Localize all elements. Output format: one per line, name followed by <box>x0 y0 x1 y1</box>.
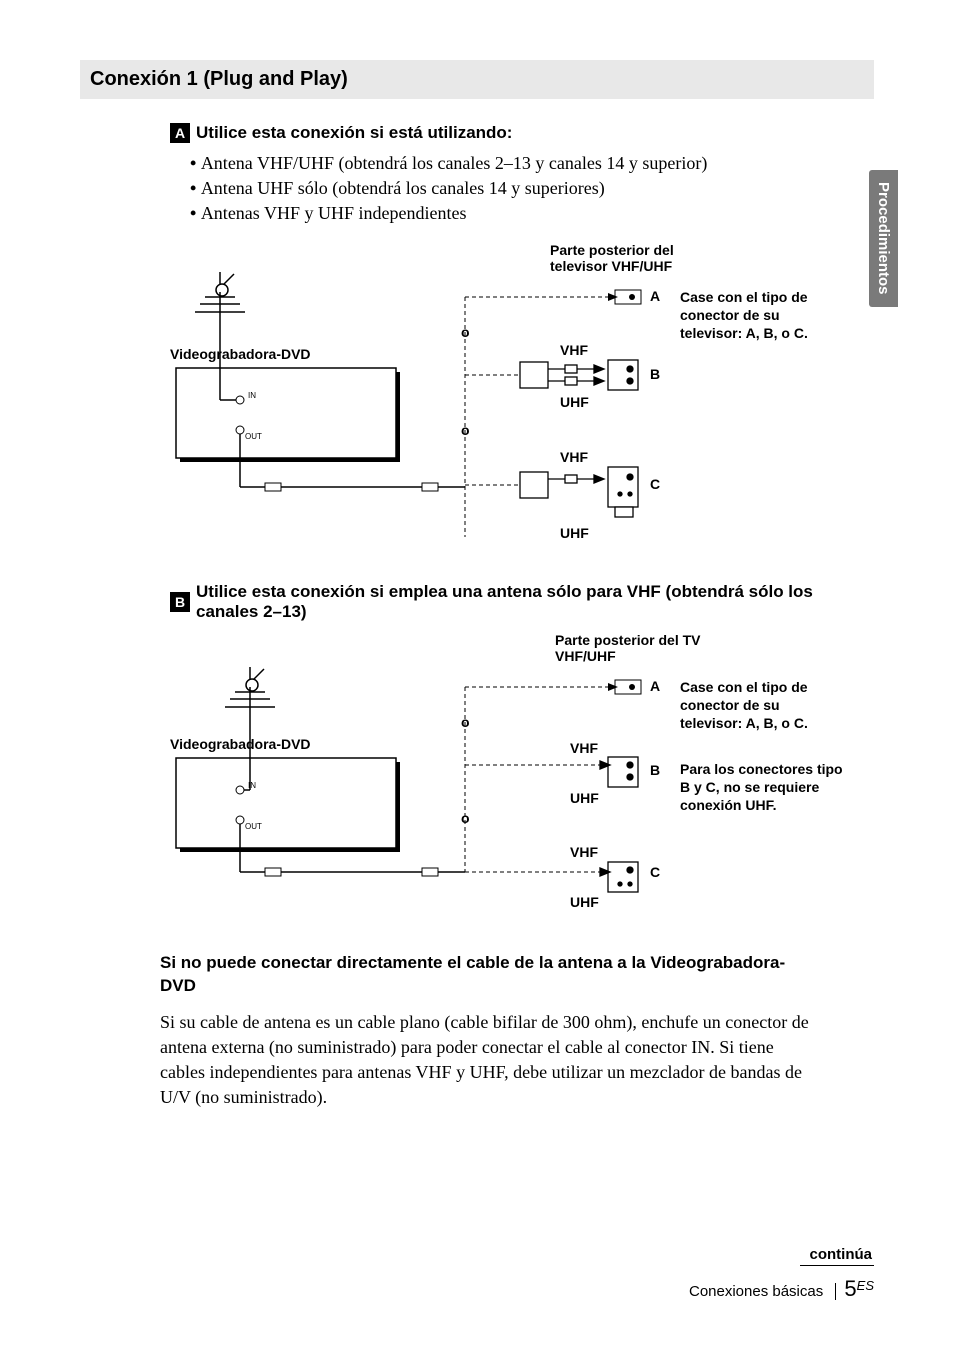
subnote-body: Si su cable de antena es un cable plano … <box>160 1010 814 1111</box>
continue-label: continúa <box>800 1246 875 1266</box>
opt-c-label: C <box>650 864 660 880</box>
or-label: o <box>461 714 470 730</box>
badge-b: B <box>170 592 190 612</box>
diagram-b-note1: Case con el tipo de conector de su telev… <box>680 678 845 733</box>
subsection-a-bullets: Antena VHF/UHF (obtendrá los canales 2–1… <box>190 153 814 224</box>
or-label: o <box>461 810 470 826</box>
section-title: Conexión 1 (Plug and Play) <box>90 68 864 91</box>
diagram-a-title: Parte posterior del televisor VHF/UHF <box>550 242 720 274</box>
subsection-b-title: Utilice esta conexión si emplea una ante… <box>196 582 814 622</box>
or-label: o <box>461 422 470 438</box>
opt-c-label: C <box>650 476 660 492</box>
subsection-b-heading: B Utilice esta conexión si emplea una an… <box>170 582 814 622</box>
or-label: o <box>461 324 470 340</box>
vhf-label: VHF <box>570 844 598 860</box>
bullet-item: Antenas VHF y UHF independientes <box>190 203 814 224</box>
uhf-label: UHF <box>570 790 599 806</box>
diagram-a-note: Case con el tipo de conector de su telev… <box>680 288 845 343</box>
section-header: Conexión 1 (Plug and Play) <box>80 60 874 99</box>
footer-line: Conexiones básicas 5ES <box>80 1276 874 1302</box>
diagram-b-device: Videograbadora-DVD <box>170 736 311 752</box>
opt-a-label: A <box>650 678 660 694</box>
diagram-b-note2: Para los conectores tipo B y C, no se re… <box>680 760 845 815</box>
content-area: A Utilice esta conexión si está utilizan… <box>170 123 814 1111</box>
diagram-a-device: Videograbadora-DVD <box>170 346 311 362</box>
out-label: OUT <box>245 822 262 831</box>
bullet-item: Antena VHF/UHF (obtendrá los canales 2–1… <box>190 153 814 174</box>
page-footer: continúa Conexiones básicas 5ES <box>80 1246 874 1302</box>
subsection-a-heading: A Utilice esta conexión si está utilizan… <box>170 123 814 143</box>
out-label: OUT <box>245 432 262 441</box>
side-tab-procedimientos: Procedimientos <box>869 170 898 307</box>
vhf-label: VHF <box>560 449 588 465</box>
vhf-label: VHF <box>570 740 598 756</box>
opt-b-label: B <box>650 366 660 382</box>
bullet-item: Antena UHF sólo (obtendrá los canales 14… <box>190 178 814 199</box>
vhf-label: VHF <box>560 342 588 358</box>
page-number: 5 <box>844 1276 856 1301</box>
opt-b-label: B <box>650 762 660 778</box>
footer-section: Conexiones básicas <box>689 1283 823 1300</box>
diagram-b: Parte posterior del TV VHF/UHF Videograb… <box>170 632 814 922</box>
diagram-a: Parte posterior del televisor VHF/UHF Vi… <box>170 242 814 552</box>
page-lang: ES <box>857 1278 874 1293</box>
uhf-label: UHF <box>570 894 599 910</box>
opt-a-label: A <box>650 288 660 304</box>
uhf-label: UHF <box>560 525 589 541</box>
diagram-b-title: Parte posterior del TV VHF/UHF <box>555 632 715 664</box>
uhf-label: UHF <box>560 394 589 410</box>
badge-a: A <box>170 123 190 143</box>
in-label: IN <box>248 781 256 790</box>
subnote-heading: Si no puede conectar directamente el cab… <box>160 952 814 998</box>
subsection-a-title: Utilice esta conexión si está utilizando… <box>196 123 512 143</box>
in-label: IN <box>248 391 256 400</box>
